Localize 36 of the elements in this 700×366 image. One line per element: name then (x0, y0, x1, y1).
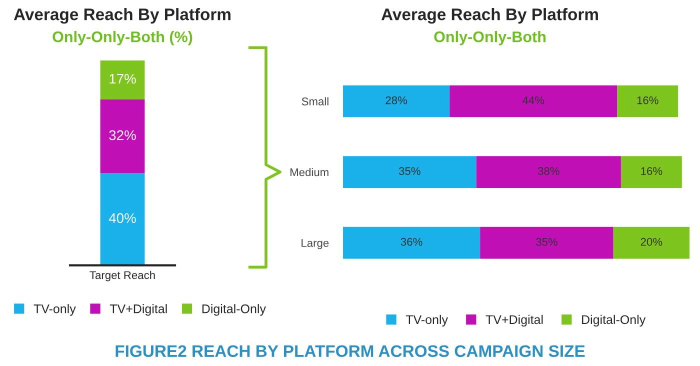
data-label: 32% (109, 130, 136, 140)
legend-label: TV-only (34, 304, 76, 316)
y-tick-label: Small (302, 97, 328, 106)
bar (613, 226, 690, 259)
data-label: 38% (538, 167, 560, 176)
data-label: 16% (637, 96, 658, 104)
bar (343, 156, 476, 188)
caption: FIGURE2 REACH BY PLATFORM ACROSS CAMPAIGN SIZE (116, 345, 585, 358)
x-tick-label: Target Reach (90, 270, 155, 282)
legend-label: Digital-Only (202, 304, 266, 316)
bar (617, 85, 678, 118)
data-label: 44% (522, 96, 544, 104)
data-label: 17% (110, 74, 136, 84)
bar (620, 156, 682, 188)
legend-label: TV-only (406, 314, 448, 327)
data-label: 35% (536, 238, 558, 246)
bar (476, 156, 621, 188)
bar (343, 226, 480, 259)
chart-title: Average Reach By Platform (381, 8, 598, 24)
chart-subtitle: Only-Only-Both (%) (52, 31, 192, 46)
y-tick-label: Large (302, 239, 329, 250)
data-label: 28% (386, 96, 408, 104)
legend-label: TV+Digital (110, 304, 167, 316)
legend-label: Digital-Only (582, 314, 646, 327)
bar (480, 226, 614, 259)
data-label: 16% (641, 167, 662, 176)
data-label: 20% (640, 238, 662, 246)
data-label: 35% (398, 167, 420, 176)
chart-title: Average Reach By Platform (14, 8, 230, 24)
data-label: 40% (108, 213, 136, 224)
bar (343, 85, 450, 118)
y-tick-label: Medium (290, 168, 328, 176)
bar (450, 85, 618, 118)
data-label: 36% (400, 238, 422, 246)
legend-label: TV+Digital (486, 314, 543, 327)
chart-subtitle: Only-Only-Both (434, 31, 546, 46)
